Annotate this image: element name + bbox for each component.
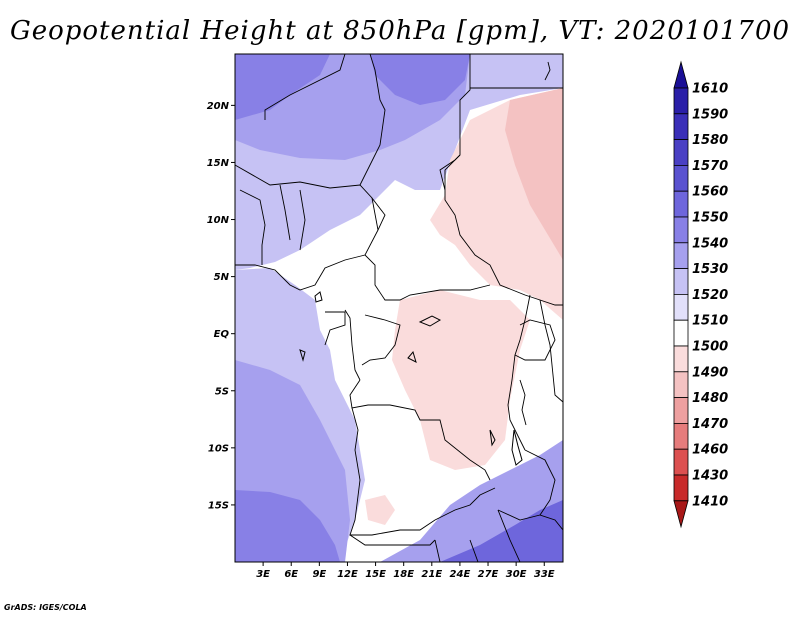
- colorbar-label: 1430: [692, 469, 728, 484]
- field-region-congo-low: [365, 495, 395, 525]
- colorbar-label: 1410: [692, 494, 728, 509]
- shaded-field: [235, 54, 563, 562]
- lon-tick-label: 27E: [478, 569, 499, 580]
- colorbar-bottom-arrow: [673, 500, 689, 529]
- country-borders: [235, 54, 563, 562]
- colorbar-segment: [673, 164, 689, 192]
- field-region-southeast-corner: [440, 500, 563, 562]
- lon-tick-label: 6E: [284, 569, 298, 580]
- lat-tick-label: 10N: [207, 215, 230, 226]
- colorbar-label: 1500: [692, 340, 728, 355]
- colorbar-segment: [673, 87, 689, 115]
- lon-tick-label: 24E: [450, 569, 471, 580]
- colorbar-segment: [673, 293, 689, 321]
- colorbar-segment: [673, 139, 689, 166]
- lat-tick-label: 20N: [207, 101, 230, 112]
- lat-tick-label: 15N: [207, 158, 230, 169]
- lat-tick-label: EQ: [214, 329, 230, 340]
- colorbar-label: 1550: [692, 211, 728, 226]
- field-region-east-africa-low: [505, 88, 563, 260]
- lon-tick-label: 33E: [534, 569, 555, 580]
- colorbar-segment: [673, 448, 689, 476]
- field-region-north-sahara-high: [235, 54, 330, 120]
- colorbar: 1610 1590 1580 1570 1560 1550 1540 1530 1520 1510…: [673, 60, 728, 529]
- colorbar-label: 1580: [692, 133, 728, 148]
- colorbar-label: 1510: [692, 314, 728, 329]
- chart-title: Geopotential Height at 850hPa [gpm], VT:…: [9, 16, 791, 46]
- colorbar-label: 1570: [692, 159, 728, 174]
- colorbar-label: 1480: [692, 391, 728, 406]
- lon-tick-label: 30E: [506, 569, 527, 580]
- colorbar-segment: [673, 268, 689, 295]
- lat-tick-label: 5N: [214, 272, 230, 283]
- plot-frame: [234, 53, 564, 563]
- lat-tick-label: 10S: [208, 443, 229, 454]
- colorbar-segment: [673, 190, 689, 218]
- colorbar-label: 1530: [692, 262, 728, 277]
- colorbar-label: 1460: [692, 443, 728, 458]
- lon-tick-label: 12E: [337, 569, 358, 580]
- longitude-axis: 3E 6E 9E 12E 15E 18E 21E 24E 27E 30E 33E: [256, 562, 555, 580]
- colorbar-segment: [673, 371, 689, 398]
- grads-credit: GrADS: IGES/COLA: [4, 603, 87, 612]
- latitude-axis: 20N 15N 10N 5N EQ 5S 10S 15S: [207, 101, 235, 511]
- colorbar-label: 1590: [692, 107, 728, 122]
- field-region-north-sahara-high: [370, 54, 470, 105]
- lon-tick-label: 15E: [365, 569, 386, 580]
- colorbar-segment: [673, 422, 689, 450]
- lon-tick-label: 18E: [393, 569, 414, 580]
- lat-tick-label: 5S: [215, 386, 229, 397]
- lon-tick-label: 3E: [256, 569, 270, 580]
- colorbar-label: 1540: [692, 236, 728, 251]
- colorbar-label: 1560: [692, 185, 728, 200]
- colorbar-segment: [673, 113, 689, 141]
- colorbar-label: 1610: [692, 82, 728, 97]
- colorbar-label: 1520: [692, 288, 728, 303]
- lon-tick-label: 9E: [312, 569, 326, 580]
- lat-tick-label: 15S: [208, 500, 229, 511]
- colorbar-segment: [673, 397, 689, 424]
- field-region-southwest-corner: [235, 490, 340, 562]
- lakes-islands: [299, 291, 523, 466]
- field-region-congo-low: [392, 290, 530, 470]
- colorbar-segment: [673, 474, 689, 502]
- lon-tick-label: 21E: [421, 569, 442, 580]
- colorbar-segment: [673, 242, 689, 270]
- colorbar-segment: [673, 345, 689, 373]
- colorbar-top-arrow: [673, 60, 689, 89]
- colorbar-segment: [673, 216, 689, 244]
- colorbar-segment: [673, 319, 689, 347]
- colorbar-label: 1490: [692, 365, 728, 380]
- colorbar-label: 1470: [692, 417, 728, 432]
